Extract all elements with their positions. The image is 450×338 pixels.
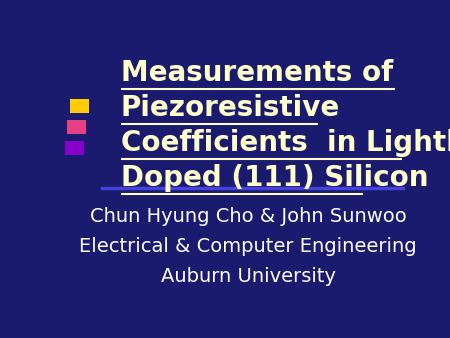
Text: Chun Hyung Cho & John Sunwoo: Chun Hyung Cho & John Sunwoo	[90, 207, 406, 226]
Bar	[70, 99, 90, 114]
Text: Auburn University: Auburn University	[161, 267, 336, 286]
Bar	[65, 141, 84, 155]
Text: Coefficients  in Lightly: Coefficients in Lightly	[121, 129, 450, 157]
Text: Measurements of: Measurements of	[121, 59, 393, 87]
Text: Piezoresistive: Piezoresistive	[121, 94, 340, 122]
Text: Doped (111) Silicon: Doped (111) Silicon	[121, 164, 428, 192]
Text: Electrical & Computer Engineering: Electrical & Computer Engineering	[79, 237, 417, 256]
Bar	[67, 120, 86, 134]
